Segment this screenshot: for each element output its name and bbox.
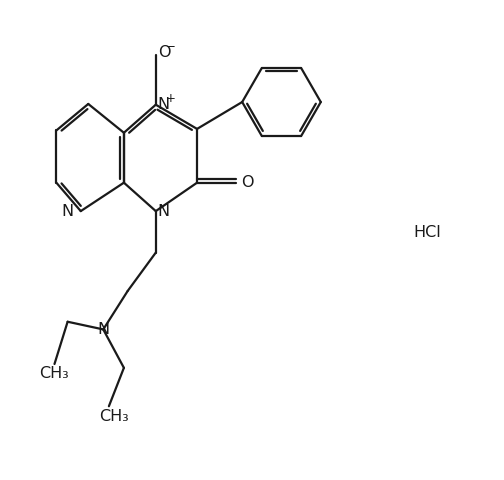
Text: N: N xyxy=(158,204,170,218)
Text: O: O xyxy=(241,175,254,190)
Text: +: + xyxy=(166,92,175,105)
Text: HCl: HCl xyxy=(413,225,441,240)
Text: O: O xyxy=(158,45,170,60)
Text: N: N xyxy=(62,204,74,218)
Text: −: − xyxy=(166,40,175,53)
Text: N: N xyxy=(97,322,109,337)
Text: N: N xyxy=(158,97,170,112)
Text: CH₃: CH₃ xyxy=(99,408,129,423)
Text: CH₃: CH₃ xyxy=(40,366,70,381)
